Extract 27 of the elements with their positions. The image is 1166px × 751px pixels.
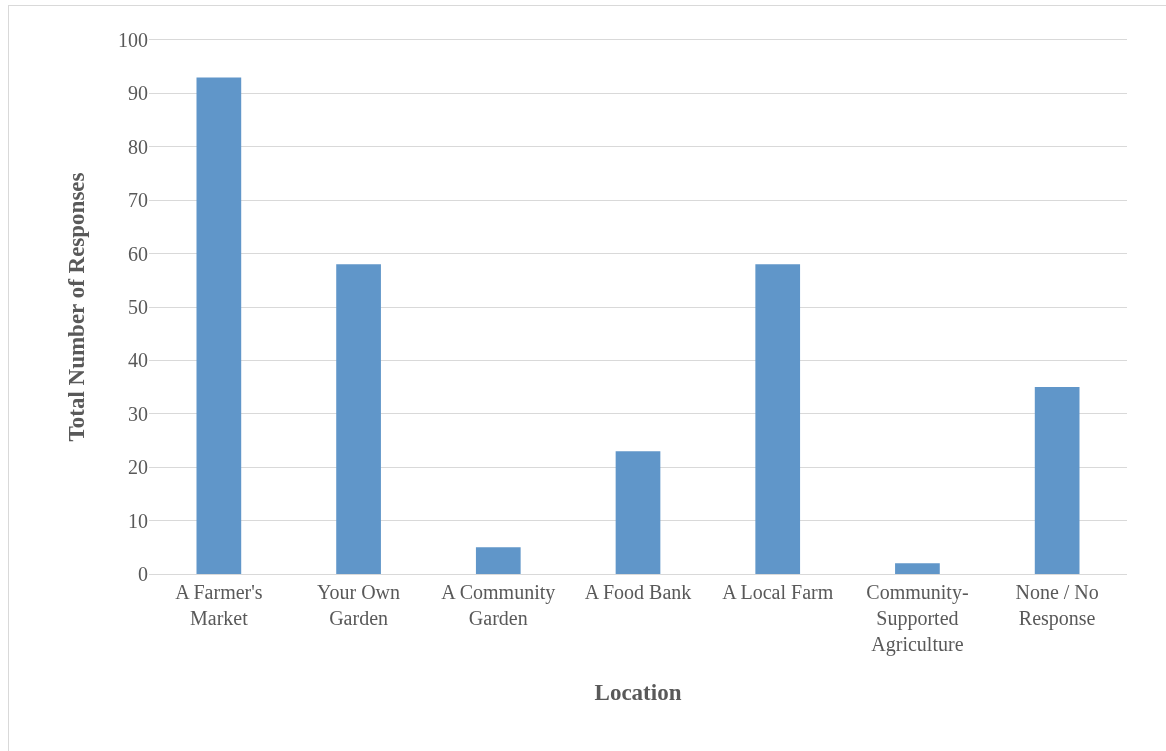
- y-tick-label: 40: [128, 349, 148, 372]
- bar: [475, 547, 521, 574]
- y-tick-label: 80: [128, 135, 148, 158]
- y-tick-label: 50: [128, 296, 148, 318]
- x-tick-label: Community- Supported Agriculture: [866, 581, 969, 656]
- x-tick-label: A Community Garden: [441, 581, 556, 629]
- bar: [196, 77, 242, 574]
- x-tick-label: Your Own Garden: [317, 581, 401, 629]
- bar: [336, 264, 381, 574]
- bar: [895, 563, 940, 574]
- y-tick-label: 60: [128, 242, 148, 265]
- y-tick-label: 90: [128, 82, 148, 105]
- y-tick-label: 10: [128, 509, 148, 532]
- bar: [1034, 387, 1080, 574]
- y-tick-label: 100: [118, 29, 148, 51]
- y-tick-label: 20: [128, 456, 148, 479]
- x-tick-label: A Local Farm: [722, 581, 834, 603]
- x-tick-label: None / No Response: [1015, 581, 1099, 630]
- y-tick-label: 0: [138, 563, 148, 585]
- bar: [755, 264, 801, 574]
- x-tick-label: A Farmer's Market: [175, 581, 263, 629]
- bar: [615, 451, 661, 574]
- y-tick-label: 70: [128, 189, 148, 212]
- x-axis-title: Location: [594, 679, 682, 705]
- x-tick-label: A Food Bank: [584, 581, 692, 603]
- y-axis-title: Total Number of Responses: [64, 172, 90, 442]
- y-tick-label: 30: [128, 402, 148, 425]
